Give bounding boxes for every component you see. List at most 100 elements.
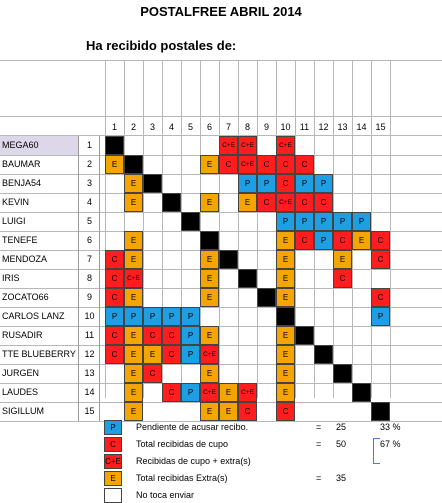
row-name[interactable]: MENDOZA (0, 250, 79, 269)
status-cell[interactable]: P (162, 307, 181, 326)
diagonal-cell[interactable] (333, 364, 352, 383)
status-cell[interactable]: P (314, 231, 333, 250)
status-cell[interactable]: C+E (238, 136, 257, 155)
diagonal-cell[interactable] (371, 402, 390, 421)
row-name[interactable]: MEGA60 (0, 136, 79, 155)
status-cell[interactable]: E (352, 231, 371, 250)
row-name[interactable]: CARLOS LANZ (0, 307, 79, 326)
status-cell[interactable]: C+E (200, 345, 219, 364)
status-cell[interactable]: E (200, 364, 219, 383)
status-cell[interactable]: E (200, 155, 219, 174)
status-cell[interactable]: P (276, 212, 295, 231)
status-cell[interactable]: C (143, 326, 162, 345)
status-cell[interactable]: C+E (276, 136, 295, 155)
status-cell[interactable]: E (200, 269, 219, 288)
status-cell[interactable]: E (276, 326, 295, 345)
status-cell[interactable]: C (333, 269, 352, 288)
status-cell[interactable]: C (219, 155, 238, 174)
status-cell[interactable]: C (162, 383, 181, 402)
status-cell[interactable]: E (200, 402, 219, 421)
row-name[interactable]: IRIS (0, 269, 79, 288)
status-cell[interactable]: P (314, 174, 333, 193)
diagonal-cell[interactable] (352, 383, 371, 402)
status-cell[interactable]: C+E (124, 269, 143, 288)
status-cell[interactable]: C (295, 155, 314, 174)
status-cell[interactable]: C (105, 250, 124, 269)
status-cell[interactable]: C+E (276, 193, 295, 212)
row-name[interactable]: LAUDES (0, 383, 79, 402)
status-cell[interactable]: P (181, 307, 200, 326)
status-cell[interactable]: E (276, 345, 295, 364)
status-cell[interactable]: C (162, 345, 181, 364)
status-cell[interactable]: C (295, 193, 314, 212)
status-cell[interactable]: C (371, 250, 390, 269)
row-name[interactable]: BAUMAR (0, 155, 79, 174)
diagonal-cell[interactable] (181, 212, 200, 231)
status-cell[interactable]: E (124, 288, 143, 307)
status-cell[interactable]: P (143, 307, 162, 326)
status-cell[interactable]: P (181, 383, 200, 402)
status-cell[interactable]: C+E (200, 383, 219, 402)
status-cell[interactable]: E (124, 174, 143, 193)
status-cell[interactable]: E (200, 288, 219, 307)
status-cell[interactable]: E (276, 383, 295, 402)
status-cell[interactable]: E (124, 250, 143, 269)
status-cell[interactable]: E (124, 326, 143, 345)
status-cell[interactable]: P (333, 212, 352, 231)
row-name[interactable]: RUSADIR (0, 326, 79, 345)
status-cell[interactable]: C (371, 231, 390, 250)
status-cell[interactable]: E (124, 193, 143, 212)
status-cell[interactable]: P (352, 212, 371, 231)
status-cell[interactable]: P (105, 307, 124, 326)
diagonal-cell[interactable] (276, 307, 295, 326)
status-cell[interactable]: C (162, 326, 181, 345)
diagonal-cell[interactable] (143, 174, 162, 193)
status-cell[interactable]: E (276, 231, 295, 250)
status-cell[interactable]: C (314, 193, 333, 212)
status-cell[interactable]: E (276, 364, 295, 383)
status-cell[interactable]: P (238, 174, 257, 193)
row-name[interactable]: JURGEN (0, 364, 79, 383)
status-cell[interactable]: C (276, 402, 295, 421)
status-cell[interactable]: E (124, 231, 143, 250)
status-cell[interactable]: E (219, 402, 238, 421)
status-cell[interactable]: E (124, 345, 143, 364)
status-cell[interactable]: E (124, 364, 143, 383)
status-cell[interactable]: P (181, 326, 200, 345)
diagonal-cell[interactable] (105, 136, 124, 155)
status-cell[interactable]: E (200, 193, 219, 212)
row-name[interactable]: LUIGI (0, 212, 79, 231)
status-cell[interactable]: C (143, 364, 162, 383)
status-cell[interactable]: P (124, 307, 143, 326)
diagonal-cell[interactable] (257, 288, 276, 307)
status-cell[interactable]: C (276, 174, 295, 193)
status-cell[interactable]: E (124, 383, 143, 402)
diagonal-cell[interactable] (124, 155, 143, 174)
row-name[interactable]: ZOCATO66 (0, 288, 79, 307)
row-name[interactable]: KEVIN (0, 193, 79, 212)
status-cell[interactable]: E (200, 250, 219, 269)
row-name[interactable]: SIGILLUM (0, 402, 79, 421)
status-cell[interactable]: C (276, 155, 295, 174)
status-cell[interactable]: C (257, 193, 276, 212)
status-cell[interactable]: E (219, 383, 238, 402)
status-cell[interactable]: C (333, 231, 352, 250)
diagonal-cell[interactable] (162, 193, 181, 212)
status-cell[interactable]: C+E (238, 155, 257, 174)
status-cell[interactable]: E (143, 345, 162, 364)
status-cell[interactable]: C (105, 326, 124, 345)
diagonal-cell[interactable] (219, 250, 238, 269)
status-cell[interactable]: P (181, 345, 200, 364)
status-cell[interactable]: C (238, 402, 257, 421)
status-cell[interactable]: C (105, 288, 124, 307)
status-cell[interactable]: P (371, 307, 390, 326)
status-cell[interactable]: E (276, 288, 295, 307)
row-name[interactable]: BENJA54 (0, 174, 79, 193)
status-cell[interactable]: C (371, 288, 390, 307)
status-cell[interactable]: P (314, 212, 333, 231)
status-cell[interactable]: P (257, 174, 276, 193)
status-cell[interactable]: E (124, 402, 143, 421)
diagonal-cell[interactable] (200, 231, 219, 250)
status-cell[interactable]: E (276, 250, 295, 269)
status-cell[interactable]: P (295, 174, 314, 193)
